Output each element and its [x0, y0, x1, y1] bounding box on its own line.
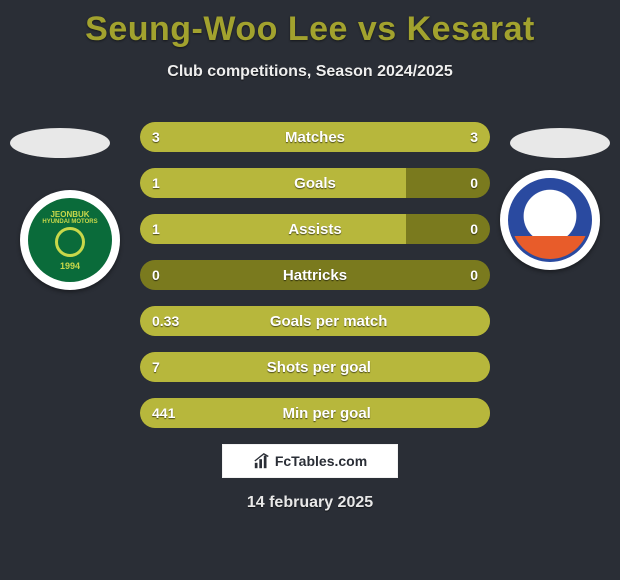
- stat-value-right: 0: [470, 175, 478, 191]
- page-title: Seung-Woo Lee vs Kesarat: [0, 0, 620, 49]
- badge-left-sub-text: HYUNDAI MOTORS: [42, 219, 97, 225]
- footer-brand-text: FcTables.com: [275, 453, 367, 469]
- stat-label: Hattricks: [160, 267, 470, 284]
- stat-row: 1Assists0: [140, 214, 490, 244]
- stat-row: 1Goals0: [140, 168, 490, 198]
- badge-left-top-text: JEONBUK: [50, 210, 89, 219]
- stat-row: 441Min per goal: [140, 398, 490, 428]
- club-badge-right: [500, 170, 600, 270]
- stat-value-left: 7: [152, 359, 160, 375]
- stat-value-left: 1: [152, 175, 160, 191]
- stat-row: 0Hattricks0: [140, 260, 490, 290]
- stat-value-right: 3: [470, 129, 478, 145]
- stat-row: 3Matches3: [140, 122, 490, 152]
- stat-value-left: 0: [152, 267, 160, 283]
- stat-label: Goals per match: [179, 313, 478, 330]
- club-badge-left-inner: JEONBUK HYUNDAI MOTORS 1994: [28, 198, 112, 282]
- stat-value-right: 0: [470, 267, 478, 283]
- stats-bars: 3Matches31Goals01Assists00Hattricks00.33…: [140, 122, 490, 444]
- stat-label: Goals: [160, 175, 470, 192]
- stat-row: 7Shots per goal: [140, 352, 490, 382]
- date-text: 14 february 2025: [0, 494, 620, 512]
- stat-value-left: 441: [152, 405, 175, 421]
- stat-label: Assists: [160, 221, 470, 238]
- stat-label: Shots per goal: [160, 359, 478, 376]
- player-head-left: [10, 128, 110, 158]
- stat-value-left: 0.33: [152, 313, 179, 329]
- stat-label: Matches: [160, 129, 470, 146]
- player-head-right: [510, 128, 610, 158]
- badge-left-swirl-icon: [55, 227, 85, 257]
- badge-left-year: 1994: [60, 261, 80, 271]
- stat-value-right: 0: [470, 221, 478, 237]
- club-badge-right-inner: [508, 178, 592, 262]
- stat-label: Min per goal: [175, 405, 478, 422]
- chart-icon: [253, 452, 271, 470]
- club-badge-left: JEONBUK HYUNDAI MOTORS 1994: [20, 190, 120, 290]
- stat-value-left: 3: [152, 129, 160, 145]
- page-subtitle: Club competitions, Season 2024/2025: [0, 63, 620, 81]
- stat-value-left: 1: [152, 221, 160, 237]
- footer-brand: FcTables.com: [222, 444, 398, 478]
- stat-row: 0.33Goals per match: [140, 306, 490, 336]
